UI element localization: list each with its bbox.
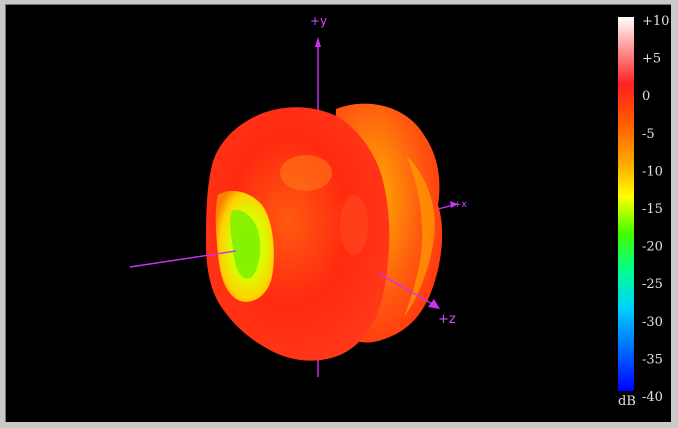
colorbar — [618, 17, 634, 391]
colorbar-tick-label: -5 — [642, 127, 655, 142]
lobe-highlight — [280, 155, 332, 191]
rear-lobe-rim — [404, 155, 435, 317]
colorbar-unit-label: dB — [618, 394, 636, 409]
z-axis-label: +z — [438, 312, 456, 327]
x-axis-arrow — [450, 201, 458, 208]
colorbar-tick-label: -40 — [642, 390, 663, 405]
x-axis-label: +x — [454, 200, 468, 210]
colorbar-tick-label: +10 — [642, 14, 669, 29]
colorbar-tick-label: -10 — [642, 164, 663, 179]
colorbar-tick-label: -35 — [642, 352, 663, 367]
colorbar-tick-label: -30 — [642, 315, 663, 330]
colorbar-tick-label: 0 — [642, 89, 650, 104]
colorbar-tick-labels: +10 +5 0 -5 -10 -15 -20 -25 -30 -35 -40 — [642, 14, 669, 405]
colorbar-tick-label: -25 — [642, 277, 663, 292]
z-axis-arrow — [428, 299, 440, 309]
lobe-highlight-right — [340, 195, 368, 255]
neg-z-axis-line — [129, 250, 237, 268]
radiation-pattern-scene: +x +z +y +10 +5 0 -5 -10 -15 -20 -25 -30 -35 -40 d… — [129, 14, 669, 409]
3d-pattern-viewport[interactable]: +x +z +y +10 +5 0 -5 -10 -15 -20 -25 -30 -35 -40 d… — [5, 4, 671, 422]
z-axis-line — [377, 272, 435, 306]
y-axis-label: +y — [310, 14, 327, 28]
front-cup-core — [230, 210, 260, 279]
colorbar-tick-label: +5 — [642, 52, 661, 67]
y-axis-arrow — [315, 37, 321, 47]
colorbar-tick-label: -20 — [642, 240, 663, 255]
colorbar-tick-label: -15 — [642, 202, 663, 217]
